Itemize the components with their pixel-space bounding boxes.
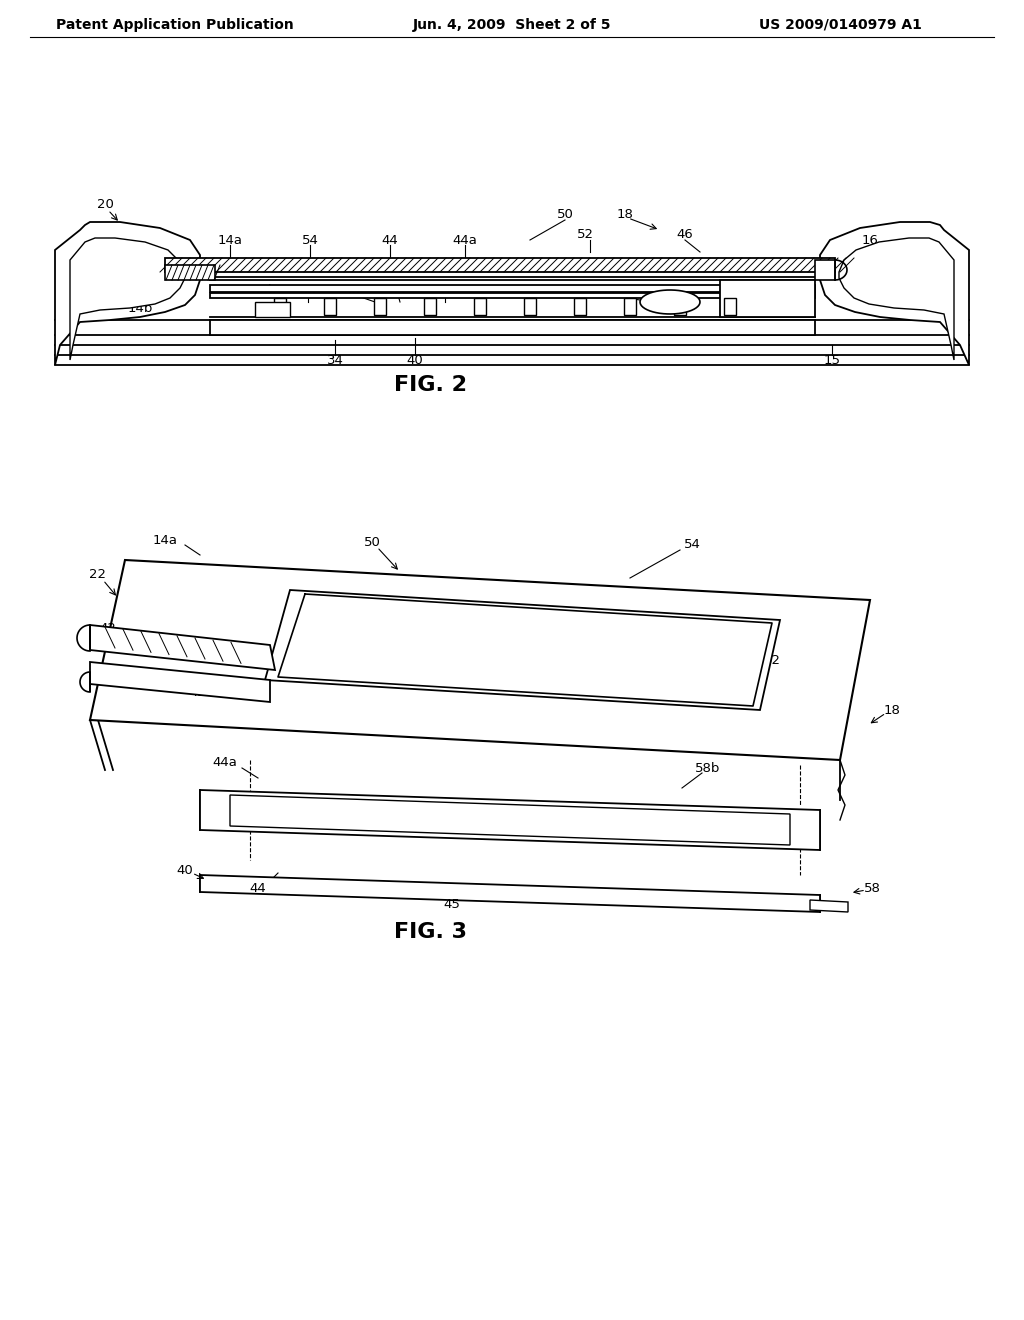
Polygon shape bbox=[210, 285, 815, 292]
Polygon shape bbox=[210, 319, 815, 335]
Text: 40: 40 bbox=[176, 863, 194, 876]
Polygon shape bbox=[810, 900, 848, 912]
Polygon shape bbox=[265, 590, 780, 710]
Polygon shape bbox=[424, 298, 436, 315]
Text: 20: 20 bbox=[96, 198, 114, 211]
Text: 50: 50 bbox=[557, 209, 573, 222]
Text: FIG. 2: FIG. 2 bbox=[393, 375, 467, 395]
Text: 15: 15 bbox=[823, 354, 841, 367]
Text: Patent Application Publication: Patent Application Publication bbox=[56, 18, 294, 32]
Polygon shape bbox=[324, 298, 336, 315]
Polygon shape bbox=[200, 789, 820, 850]
Polygon shape bbox=[165, 257, 835, 272]
Text: 40: 40 bbox=[407, 354, 423, 367]
Polygon shape bbox=[724, 298, 736, 315]
Text: 58b: 58b bbox=[695, 762, 721, 775]
Polygon shape bbox=[624, 298, 636, 315]
Polygon shape bbox=[77, 624, 90, 651]
Text: 18: 18 bbox=[884, 704, 900, 717]
Polygon shape bbox=[524, 298, 536, 315]
Text: 42: 42 bbox=[99, 622, 117, 635]
Text: 58: 58 bbox=[863, 882, 881, 895]
Text: US 2009/0140979 A1: US 2009/0140979 A1 bbox=[759, 18, 922, 32]
Polygon shape bbox=[574, 298, 586, 315]
Text: 45: 45 bbox=[389, 284, 407, 297]
Polygon shape bbox=[720, 280, 815, 317]
Text: 16: 16 bbox=[861, 234, 879, 247]
Polygon shape bbox=[640, 290, 700, 314]
Polygon shape bbox=[80, 672, 90, 692]
Polygon shape bbox=[474, 298, 486, 315]
Text: 44: 44 bbox=[250, 882, 266, 895]
Text: 50: 50 bbox=[364, 536, 381, 549]
Polygon shape bbox=[230, 795, 790, 845]
Polygon shape bbox=[374, 298, 386, 315]
Polygon shape bbox=[274, 298, 286, 315]
Text: 44a: 44a bbox=[453, 234, 477, 247]
Polygon shape bbox=[90, 624, 275, 671]
Polygon shape bbox=[674, 298, 686, 315]
Text: 22: 22 bbox=[89, 569, 106, 582]
Text: 14a: 14a bbox=[217, 234, 243, 247]
Text: 14b: 14b bbox=[127, 301, 153, 314]
Text: 56: 56 bbox=[344, 284, 360, 297]
Polygon shape bbox=[90, 560, 870, 760]
Polygon shape bbox=[255, 302, 290, 317]
Text: Jun. 4, 2009  Sheet 2 of 5: Jun. 4, 2009 Sheet 2 of 5 bbox=[413, 18, 611, 32]
Text: 47: 47 bbox=[436, 284, 454, 297]
Text: 44: 44 bbox=[382, 234, 398, 247]
Text: 44a: 44a bbox=[213, 755, 238, 768]
Text: 52: 52 bbox=[764, 653, 780, 667]
Text: 18: 18 bbox=[616, 209, 634, 222]
Polygon shape bbox=[210, 293, 815, 298]
Text: 58: 58 bbox=[300, 284, 316, 297]
Polygon shape bbox=[165, 265, 215, 280]
Text: 46: 46 bbox=[677, 228, 693, 242]
Polygon shape bbox=[55, 222, 200, 366]
Polygon shape bbox=[90, 663, 270, 702]
Text: 42: 42 bbox=[189, 685, 207, 698]
Text: 45: 45 bbox=[443, 898, 461, 911]
Polygon shape bbox=[839, 238, 954, 360]
Text: 54: 54 bbox=[684, 539, 700, 552]
Polygon shape bbox=[820, 222, 969, 366]
Polygon shape bbox=[815, 260, 835, 280]
Text: 54: 54 bbox=[301, 234, 318, 247]
Text: 52: 52 bbox=[577, 228, 594, 242]
Text: 58b: 58b bbox=[252, 284, 278, 297]
Polygon shape bbox=[200, 875, 820, 912]
Text: 14a: 14a bbox=[153, 533, 177, 546]
Text: 49: 49 bbox=[600, 284, 616, 297]
Text: 34: 34 bbox=[327, 354, 343, 367]
Text: FIG. 3: FIG. 3 bbox=[393, 921, 467, 942]
Polygon shape bbox=[70, 238, 185, 360]
